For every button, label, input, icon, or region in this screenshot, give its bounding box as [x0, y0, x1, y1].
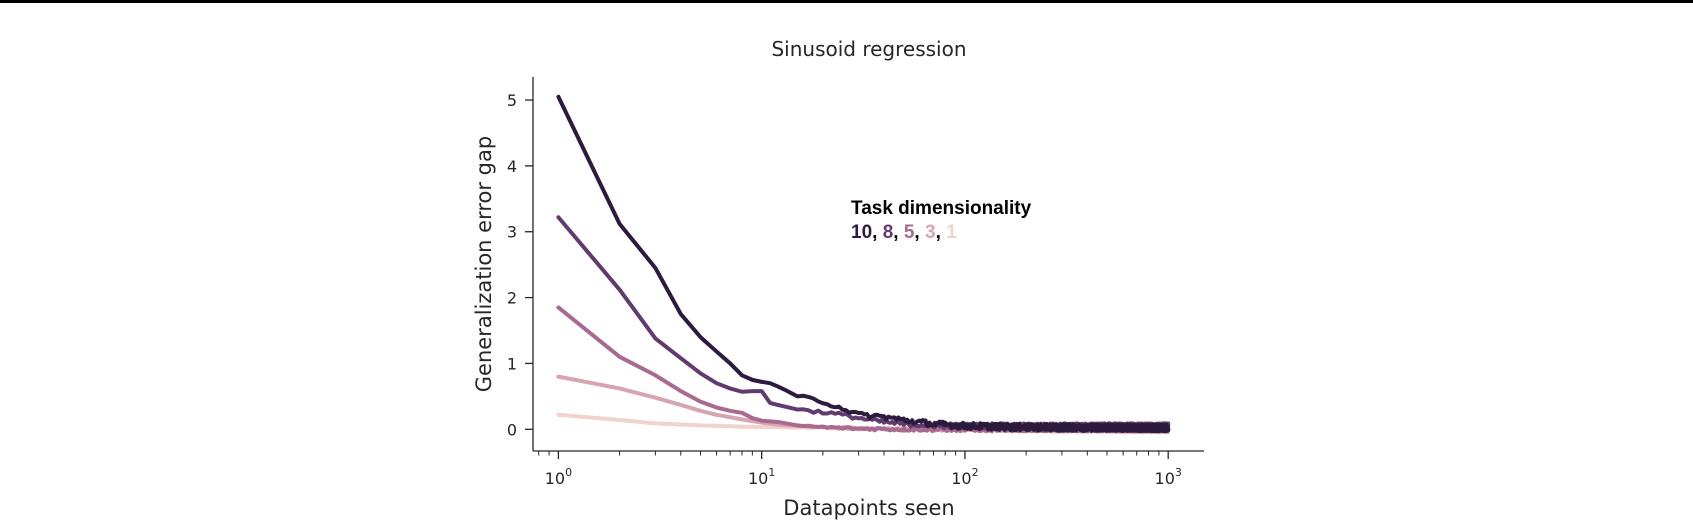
y-tick-label: 5 — [507, 91, 517, 110]
legend-separator: , — [936, 222, 947, 243]
top-border-rule — [0, 0, 1693, 3]
x-tick-label: 101 — [748, 466, 775, 488]
x-tick-exponent: 1 — [768, 466, 775, 479]
y-tick-label: 0 — [507, 420, 517, 439]
x-tick-base: 10 — [951, 469, 971, 488]
x-minor-ticks — [538, 451, 1160, 456]
legend-entry-8: 8 — [883, 222, 894, 243]
chart-title: Sinusoid regression — [771, 37, 966, 61]
x-tick-label: 102 — [951, 466, 978, 488]
x-tick-exponent: 2 — [972, 466, 979, 479]
y-tick-label: 2 — [507, 289, 517, 308]
legend-items: 10, 8, 5, 3, 1 — [851, 222, 957, 243]
legend: Task dimensionality 10, 8, 5, 3, 1 — [851, 198, 1032, 243]
axes — [532, 77, 1204, 452]
x-tick-exponent: 3 — [1175, 466, 1182, 479]
legend-title: Task dimensionality — [851, 198, 1032, 219]
series-lines — [556, 94, 1171, 435]
x-tick-exponent: 0 — [565, 466, 572, 479]
y-tick-label: 4 — [507, 157, 517, 176]
x-tick-base: 10 — [748, 469, 768, 488]
y-axis-label: Generalization error gap — [472, 136, 496, 392]
legend-separator: , — [914, 222, 925, 243]
legend-entry-10: 10 — [851, 222, 872, 243]
x-axis-label: Datapoints seen — [783, 496, 954, 520]
legend-separator: , — [893, 222, 904, 243]
x-tick-base: 10 — [1155, 469, 1175, 488]
y-tick-label: 3 — [507, 223, 517, 242]
legend-entry-1: 1 — [946, 222, 957, 243]
legend-separator: , — [872, 222, 883, 243]
x-tick-label: 100 — [545, 466, 572, 488]
legend-entry-5: 5 — [904, 222, 915, 243]
x-ticks: 100 101 102 103 — [545, 451, 1182, 488]
y-tick-label: 1 — [507, 354, 517, 373]
x-tick-base: 10 — [545, 469, 565, 488]
legend-entry-3: 3 — [925, 222, 936, 243]
y-ticks: 0 1 2 3 4 5 — [507, 91, 533, 439]
series-line-10 — [556, 94, 1171, 434]
x-tick-label: 103 — [1155, 466, 1182, 488]
